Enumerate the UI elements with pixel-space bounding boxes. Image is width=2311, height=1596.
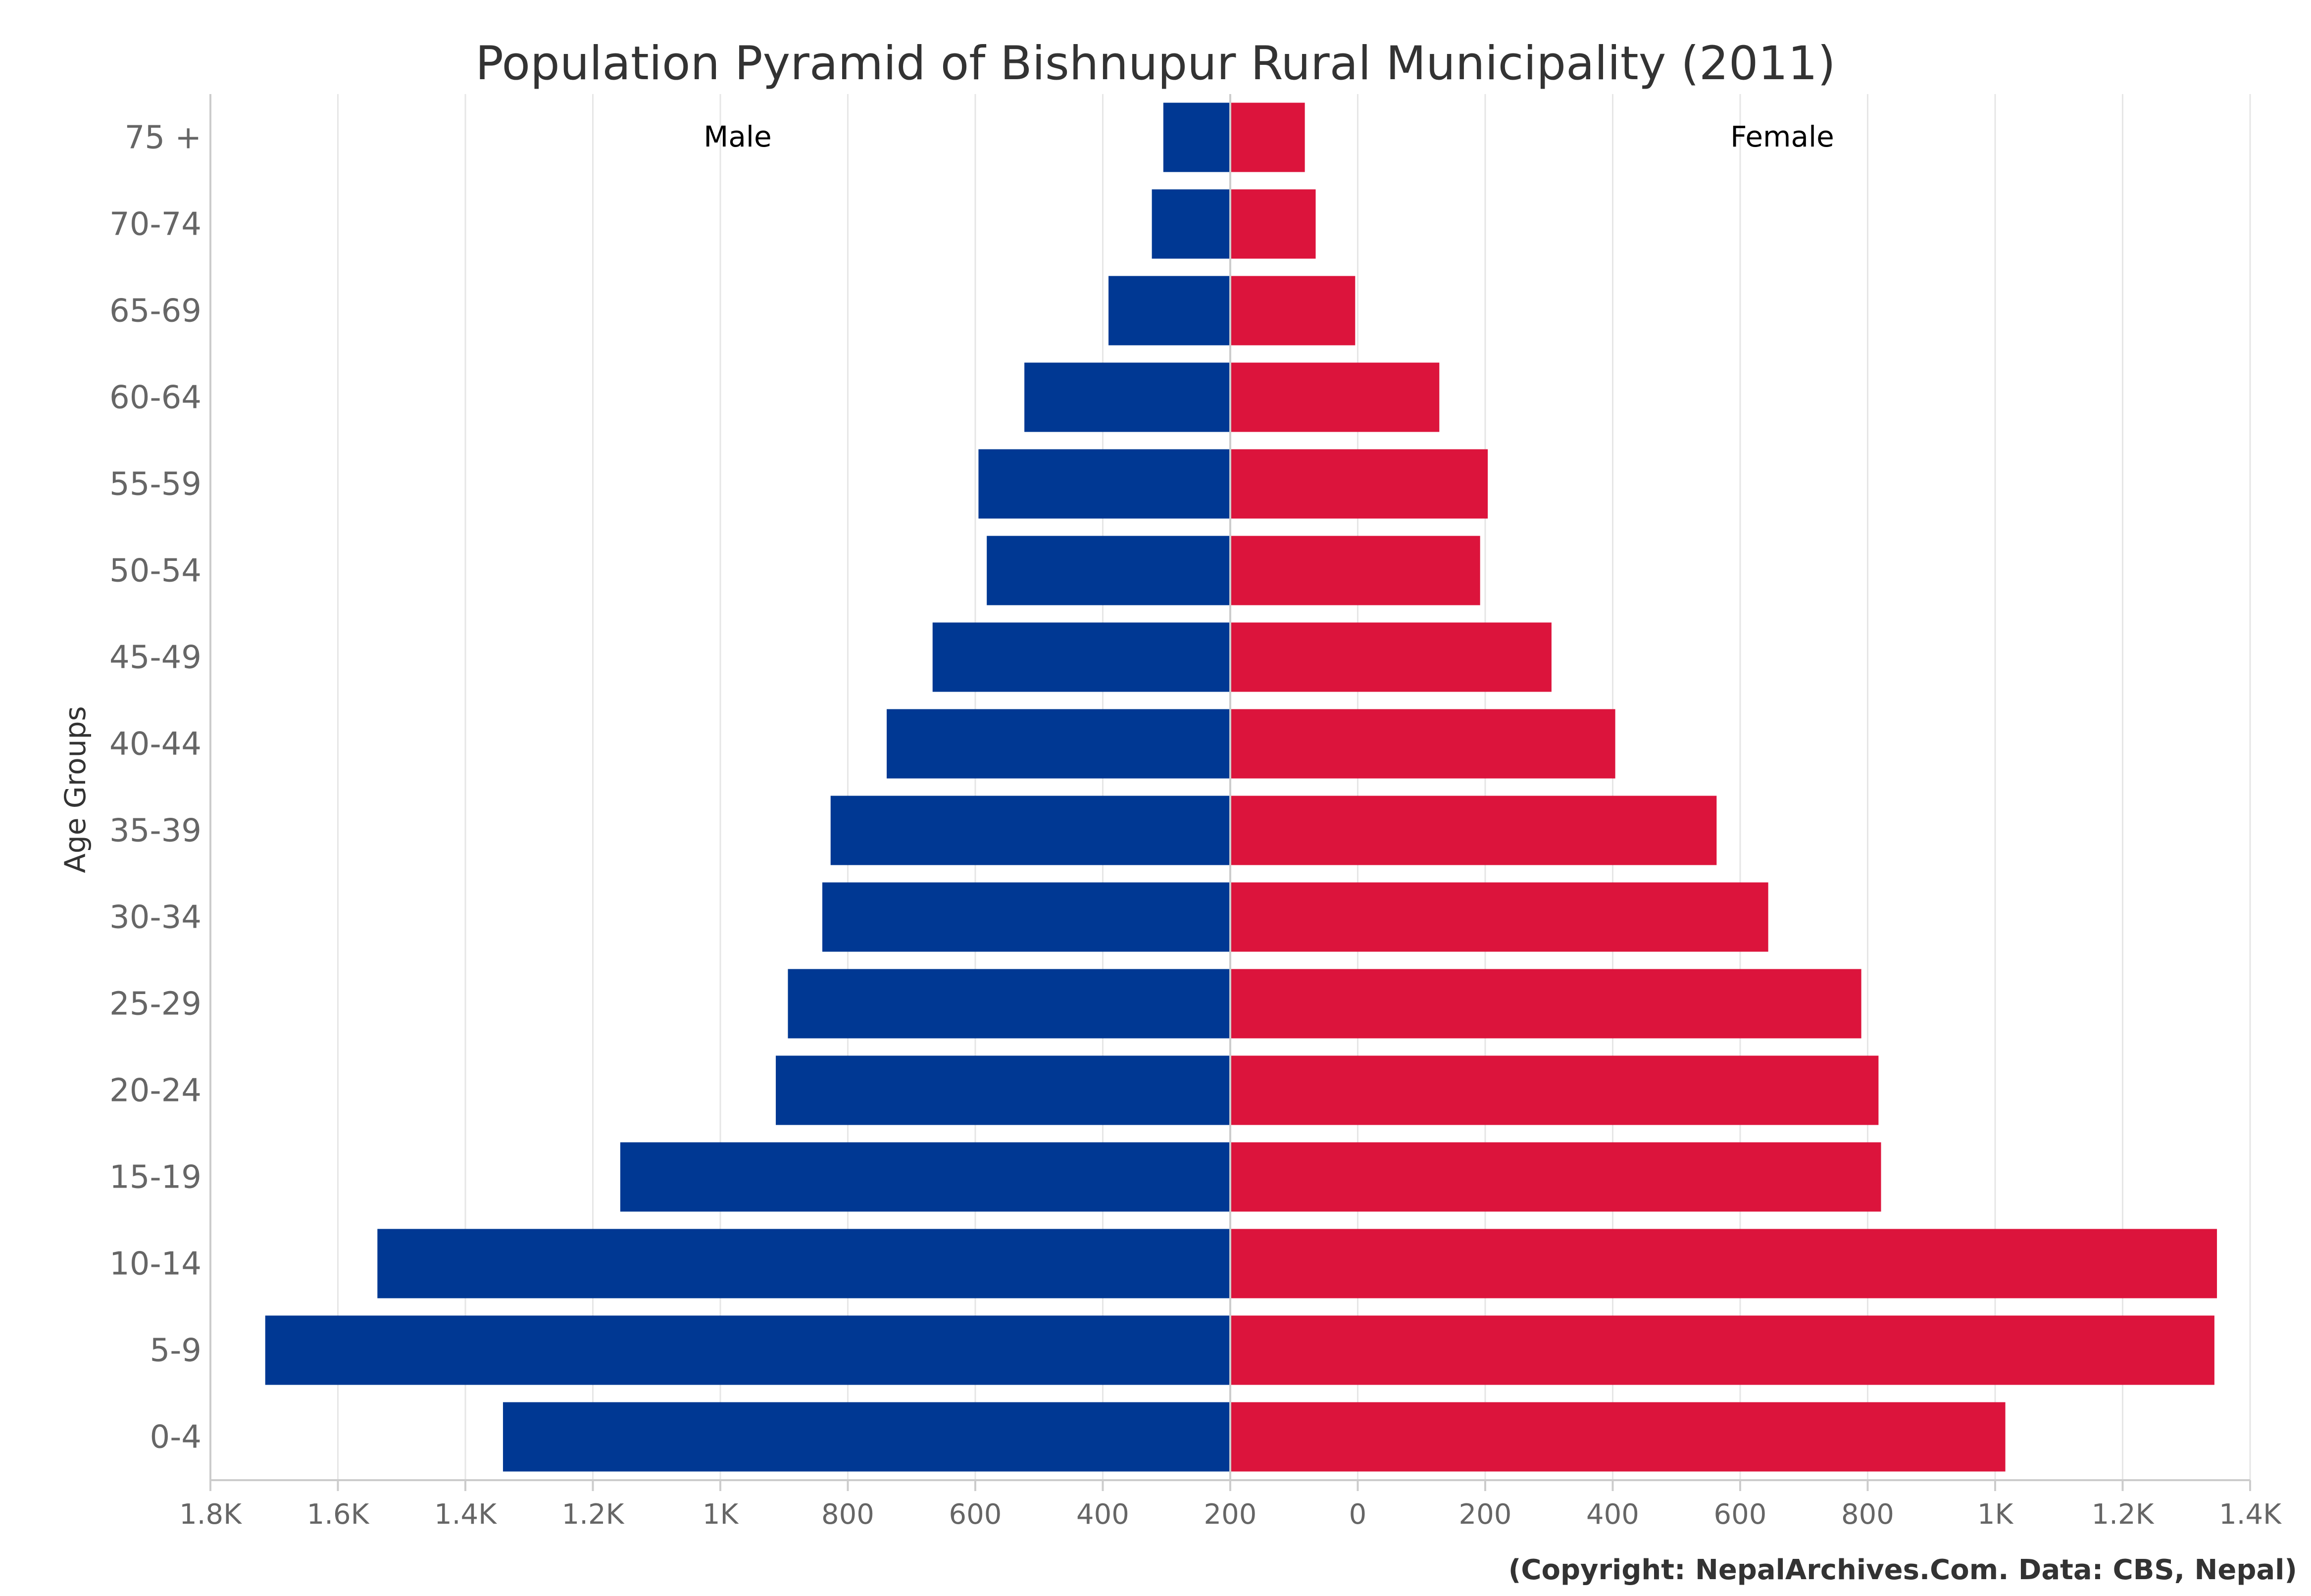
chart-title: Population Pyramid of Bishnupur Rural Mu… (475, 37, 1836, 91)
bars (265, 102, 2217, 1472)
x-tick-label: 600 (1714, 1498, 1767, 1531)
bar-male (1152, 189, 1230, 259)
bar-female (1230, 622, 1552, 692)
bar-male (822, 882, 1230, 952)
bar-female (1230, 536, 1480, 605)
bar-male (1108, 276, 1230, 346)
y-tick-label: 55-59 (109, 466, 201, 503)
axes (209, 94, 2251, 1491)
x-tick-label: 400 (1586, 1498, 1639, 1531)
x-tick-label: 200 (1204, 1498, 1257, 1531)
y-tick-label: 0-4 (150, 1419, 201, 1456)
y-tick-label: 15-19 (109, 1159, 201, 1196)
bar-male (978, 449, 1230, 519)
y-tick-label: 30-34 (109, 899, 201, 936)
bar-male (932, 622, 1230, 692)
y-tick-label: 45-49 (109, 640, 201, 676)
y-tick-label: 25-29 (109, 986, 201, 1023)
bar-female (1230, 449, 1488, 519)
y-axis-tick-labels: 75 + 70-74 65-69 60-64 55-59 50-54 45-49 40-44 3… (109, 120, 201, 1456)
x-tick-label: 800 (821, 1498, 874, 1531)
series-label-female: Female (1730, 120, 1834, 153)
bar-male (377, 1229, 1231, 1298)
x-tick-label: 400 (1076, 1498, 1129, 1531)
y-tick-label: 60-64 (109, 380, 201, 416)
x-tick-label: 1.2K (562, 1498, 625, 1531)
bar-male (265, 1315, 1230, 1385)
x-tick-label: 1.4K (434, 1498, 497, 1531)
x-axis-tick-labels: 1.8K 1.6K 1.4K 1.2K 1K 800 600 400 200 0 200 400 600… (179, 1498, 2282, 1531)
y-tick-label: 70-74 (109, 206, 201, 243)
y-tick-label: 35-39 (109, 813, 201, 849)
chart-credit: (Copyright: NepalArchives.Com. Data: CBS… (1508, 1554, 2297, 1586)
y-tick-label: 50-54 (109, 553, 201, 590)
bar-female (1230, 1315, 2214, 1385)
x-tick-label: 1.4K (2219, 1498, 2282, 1531)
bar-female (1230, 969, 1861, 1039)
x-tick-label: 1.8K (179, 1498, 242, 1531)
y-tick-label: 65-69 (109, 293, 201, 330)
x-tick-label: 800 (1841, 1498, 1894, 1531)
x-tick-label: 200 (1459, 1498, 1512, 1531)
bar-male (620, 1142, 1230, 1212)
bar-male (987, 536, 1230, 605)
y-tick-label: 40-44 (109, 726, 201, 763)
bar-female (1230, 796, 1717, 865)
x-tick-label: 1.6K (307, 1498, 370, 1531)
y-tick-label: 75 + (125, 120, 201, 156)
bar-female (1230, 102, 1305, 172)
bar-female (1230, 362, 1440, 432)
x-tick-label: 600 (949, 1498, 1002, 1531)
bar-female (1230, 882, 1768, 952)
y-axis-label: Age Groups (58, 706, 92, 873)
bar-female (1230, 1055, 1879, 1125)
y-tick-label: 10-14 (109, 1246, 201, 1283)
bar-female (1230, 1229, 2217, 1298)
y-tick-label: 5-9 (150, 1333, 201, 1369)
bar-male (788, 969, 1230, 1039)
series-label-male: Male (703, 120, 771, 153)
x-tick-label: 1K (1977, 1498, 2014, 1531)
bar-female (1230, 276, 1356, 346)
x-tick-label: 1K (703, 1498, 739, 1531)
y-tick-label: 20-24 (109, 1073, 201, 1109)
bar-female (1230, 709, 1615, 779)
x-tick-label: 1.2K (2092, 1498, 2155, 1531)
bar-female (1230, 1142, 1881, 1212)
bar-male (502, 1402, 1230, 1472)
bar-male (1163, 102, 1230, 172)
bar-male (830, 796, 1230, 865)
bar-male (887, 709, 1230, 779)
x-tick-label: 0 (1349, 1498, 1367, 1531)
bar-male (1024, 362, 1230, 432)
bar-female (1230, 189, 1316, 259)
bar-female (1230, 1402, 2006, 1472)
bar-male (776, 1055, 1230, 1125)
